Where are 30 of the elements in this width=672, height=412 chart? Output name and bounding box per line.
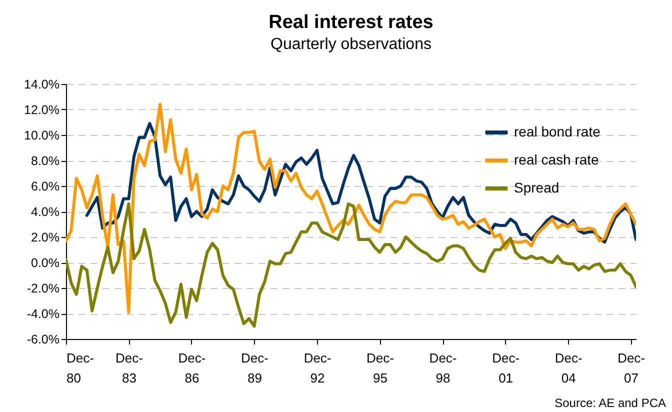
x-tick-label: Dec-83 bbox=[115, 350, 143, 386]
x-tick-label: Dec-86 bbox=[178, 350, 206, 386]
x-tick-label: Dec-07 bbox=[618, 350, 646, 386]
x-tick-label: Dec-01 bbox=[492, 350, 520, 386]
y-tick-label: 6.0% bbox=[31, 180, 60, 194]
y-tick-label: 2.0% bbox=[31, 230, 60, 244]
line-series bbox=[66, 202, 636, 328]
x-tick-label: Dec-80 bbox=[66, 350, 94, 386]
y-tick-label: 0.0% bbox=[31, 256, 60, 270]
chart-title: Real interest rates bbox=[268, 12, 434, 33]
chart-subtitle: Quarterly observations bbox=[270, 36, 432, 53]
x-tick-label: Dec-89 bbox=[241, 350, 268, 386]
y-tick-label: 12.0% bbox=[24, 103, 60, 117]
line-series bbox=[66, 102, 636, 314]
legend-label: Spread bbox=[514, 180, 560, 196]
legend-label: real cash rate bbox=[514, 152, 600, 168]
line-series bbox=[85, 122, 636, 244]
y-tick-label: -6.0% bbox=[26, 332, 60, 346]
source-note: Source: AE and PCA bbox=[554, 396, 666, 410]
y-tick-label: 10.0% bbox=[24, 128, 60, 142]
x-tick-label: Dec-92 bbox=[304, 350, 332, 386]
x-tick-label: Dec-95 bbox=[366, 350, 394, 386]
y-tick-label: -4.0% bbox=[26, 307, 60, 321]
y-tick-label: -2.0% bbox=[26, 282, 60, 296]
legend-label: real bond rate bbox=[514, 124, 601, 140]
y-tick-label: 14.0% bbox=[24, 78, 60, 92]
x-tick-label: Dec-04 bbox=[554, 350, 582, 386]
x-tick-label: Dec-98 bbox=[429, 350, 457, 386]
y-tick-label: 4.0% bbox=[31, 205, 60, 219]
y-tick-label: 8.0% bbox=[31, 154, 60, 168]
